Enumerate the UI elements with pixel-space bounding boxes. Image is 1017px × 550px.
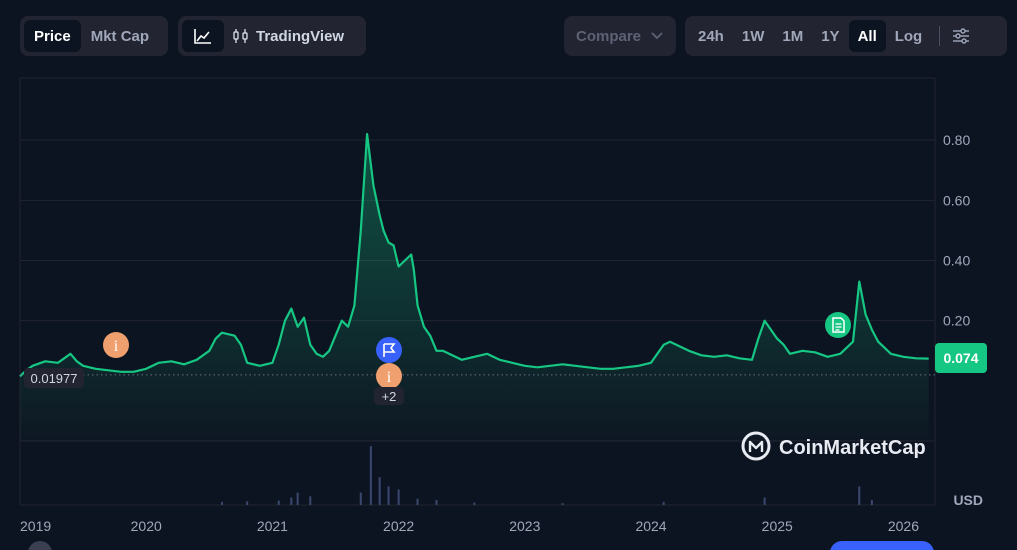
info-icon: i bbox=[114, 338, 119, 355]
x-tick-label: 2023 bbox=[509, 518, 540, 534]
x-tick-label: 2026 bbox=[888, 518, 919, 534]
sliders-icon bbox=[953, 28, 970, 44]
chevron-down-icon bbox=[651, 32, 663, 40]
price-line bbox=[19, 133, 929, 378]
reference-price-badge bbox=[24, 368, 84, 388]
range-all-button[interactable]: All bbox=[848, 20, 886, 52]
volume-bars bbox=[220, 446, 873, 505]
coinmarketcap-wordmark: CoinMarketCap bbox=[779, 437, 926, 459]
volume-bar bbox=[246, 501, 249, 505]
x-axis: 2019 2020 2021 2022 2023 2024 2025 2026 bbox=[20, 518, 919, 534]
volume-bar bbox=[296, 492, 299, 505]
info-icon: i bbox=[387, 369, 392, 386]
volume-bar bbox=[220, 501, 223, 505]
reference-price-label: 0.01977 bbox=[31, 371, 78, 386]
price-area bbox=[20, 134, 929, 441]
volume-bar bbox=[387, 486, 390, 505]
y-tick-label: 0.20 bbox=[943, 313, 970, 329]
volume-bar bbox=[561, 503, 564, 505]
bottom-action-button[interactable] bbox=[830, 541, 934, 550]
volume-bar bbox=[290, 497, 293, 505]
x-tick-label: 2020 bbox=[131, 518, 162, 534]
volume-bar bbox=[435, 500, 438, 505]
event-marker-info-2[interactable]: i bbox=[376, 363, 402, 389]
current-price-badge bbox=[935, 343, 987, 373]
market-cap-tab[interactable]: Mkt Cap bbox=[90, 27, 150, 45]
range-1y-button[interactable]: 1Y bbox=[821, 27, 840, 45]
event-more-label: +2 bbox=[382, 389, 397, 404]
y-tick-label: 0.80 bbox=[943, 132, 970, 148]
coinmarketcap-watermark: CoinMarketCap bbox=[741, 431, 926, 461]
chart-type-toggle: Price Mkt Cap bbox=[20, 16, 168, 56]
volume-bar bbox=[397, 489, 400, 505]
event-marker-document[interactable] bbox=[825, 312, 851, 338]
volume-bar bbox=[378, 477, 381, 505]
log-scale-button[interactable]: Log bbox=[894, 27, 923, 45]
chart-view-toggle: TradingView bbox=[178, 16, 366, 56]
x-tick-label: 2021 bbox=[257, 518, 288, 534]
x-tick-label: 2025 bbox=[762, 518, 793, 534]
compare-dropdown[interactable]: Compare bbox=[564, 16, 676, 56]
line-chart-icon bbox=[194, 29, 211, 44]
event-more-badge[interactable]: +2 bbox=[374, 387, 404, 405]
volume-bar bbox=[277, 500, 280, 505]
scroll-control-icon[interactable] bbox=[28, 541, 52, 550]
volume-bar bbox=[473, 502, 476, 505]
price-tab[interactable]: Price bbox=[24, 20, 81, 52]
volume-bar bbox=[309, 496, 312, 505]
tradingview-label: TradingView bbox=[256, 27, 345, 45]
coinmarketcap-logo-icon bbox=[741, 431, 771, 461]
volume-bar bbox=[662, 501, 665, 505]
volume-bar bbox=[870, 500, 873, 505]
volume-bar bbox=[858, 486, 861, 505]
volume-bar bbox=[763, 497, 766, 505]
toolbar-divider bbox=[939, 26, 941, 46]
range-24h-button[interactable]: 24h bbox=[698, 27, 724, 45]
candlestick-icon bbox=[233, 29, 248, 43]
y-tick-label: 0.40 bbox=[943, 253, 970, 269]
tradingview-button[interactable]: TradingView bbox=[224, 20, 352, 52]
range-1w-button[interactable]: 1W bbox=[741, 27, 765, 45]
line-chart-button[interactable] bbox=[182, 20, 224, 52]
document-icon bbox=[832, 317, 845, 333]
y-tick-label: 0.60 bbox=[943, 192, 970, 208]
compare-label: Compare bbox=[576, 27, 642, 45]
volume-bar bbox=[369, 446, 372, 505]
range-1m-button[interactable]: 1M bbox=[782, 27, 804, 45]
volume-bar bbox=[416, 498, 419, 505]
x-tick-label: 2019 bbox=[20, 518, 51, 534]
flag-icon bbox=[383, 343, 396, 357]
event-marker-info[interactable]: i bbox=[103, 332, 129, 358]
y-axis: 0.80 0.60 0.40 0.20 bbox=[943, 132, 970, 328]
x-tick-label: 2024 bbox=[635, 518, 666, 534]
current-price-label: 0.074 bbox=[943, 350, 978, 366]
time-range-toggle: 24h 1W 1M 1Y All Log bbox=[685, 16, 1007, 56]
x-tick-label: 2022 bbox=[383, 518, 414, 534]
volume-unit-label: USD bbox=[953, 492, 983, 508]
event-marker-flag[interactable] bbox=[376, 337, 402, 363]
chart-settings-button[interactable] bbox=[948, 20, 974, 52]
volume-bar bbox=[359, 492, 362, 505]
